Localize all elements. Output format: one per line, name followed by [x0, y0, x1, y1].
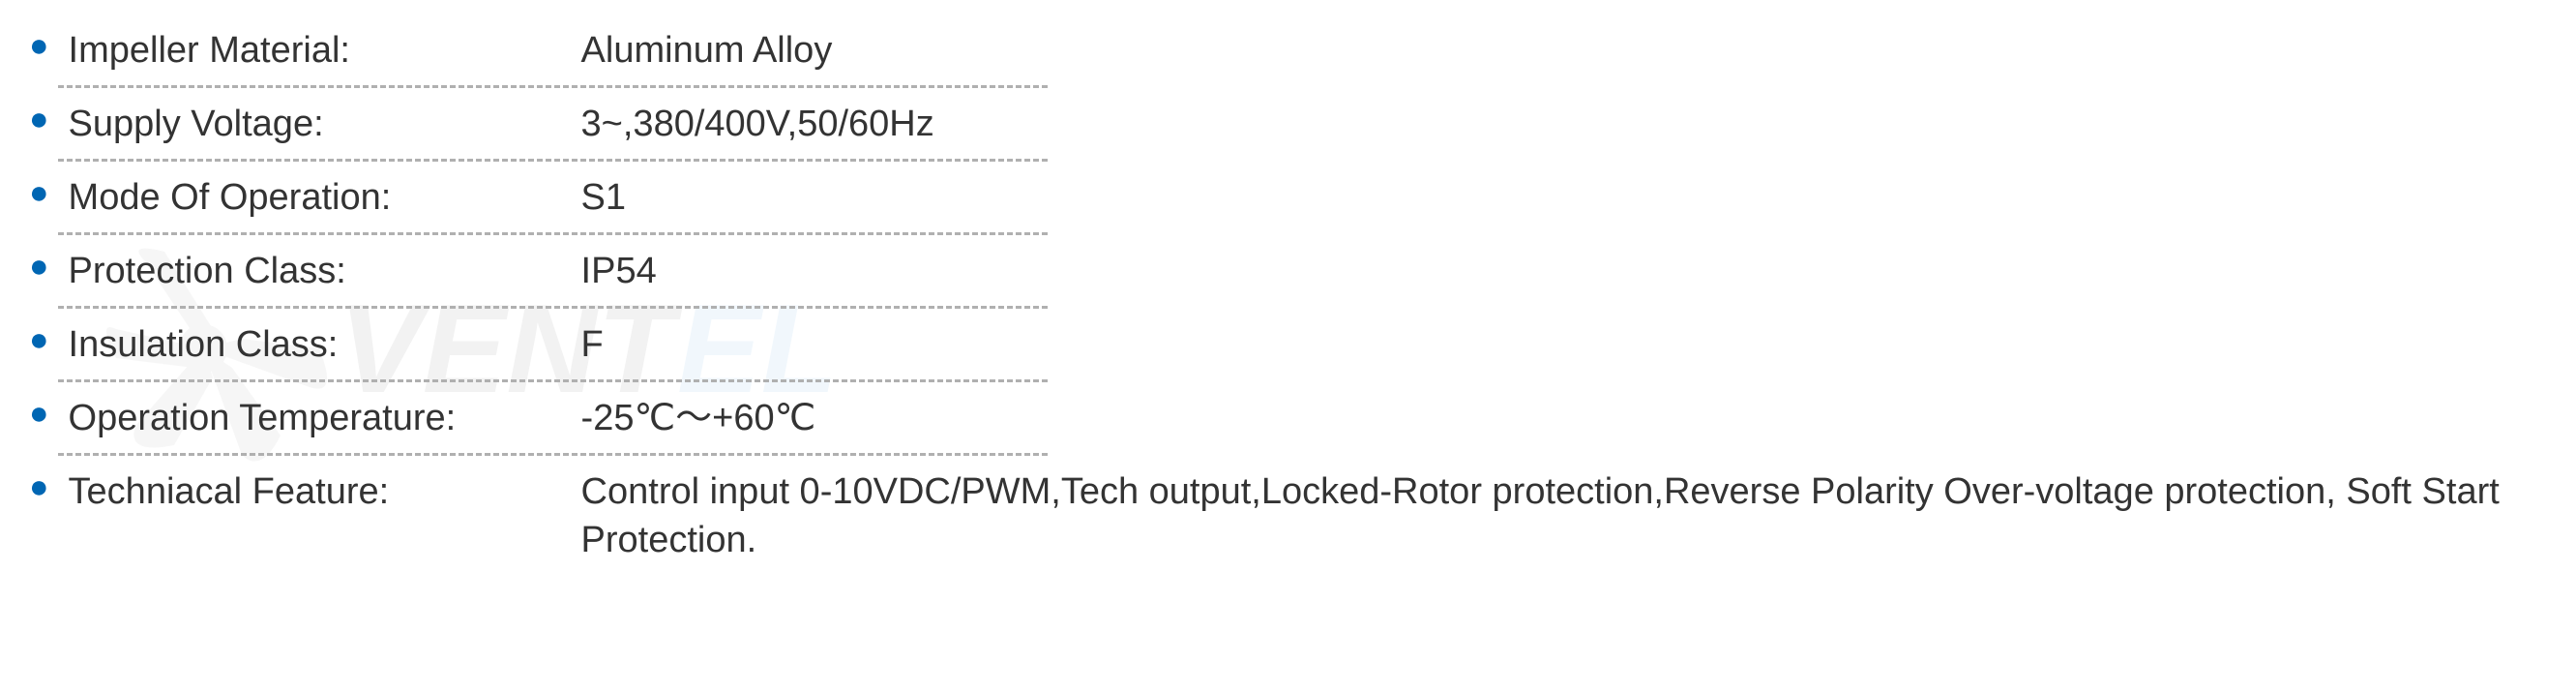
bullet-icon: ●: [29, 247, 49, 286]
spec-label: Supply Voltage:: [69, 100, 581, 148]
bullet-icon: ●: [29, 100, 49, 138]
spec-row-impeller-material: ● Impeller Material: Aluminum Alloy: [29, 15, 2547, 88]
spec-label: Insulation Class:: [69, 320, 581, 369]
bullet-icon: ●: [29, 320, 49, 359]
spec-value: 3~,380/400V,50/60Hz: [581, 100, 2547, 148]
bullet-icon: ●: [29, 394, 49, 433]
spec-label: Protection Class:: [69, 247, 581, 295]
spec-label: Techniacal Feature:: [69, 467, 581, 516]
bullet-icon: ●: [29, 26, 49, 65]
spec-value: Aluminum Alloy: [581, 26, 2547, 75]
spec-value: S1: [581, 173, 2547, 222]
spec-value: -25℃～+60℃: [581, 394, 2547, 442]
spec-row-protection-class: ● Protection Class: IP54: [29, 235, 2547, 309]
spec-row-technical-feature: ● Techniacal Feature: Control input 0-10…: [29, 456, 2547, 578]
spec-value: F: [581, 320, 2547, 369]
bullet-icon: ●: [29, 173, 49, 212]
spec-label: Mode Of Operation:: [69, 173, 581, 222]
bullet-icon: ●: [29, 467, 49, 506]
spec-row-insulation-class: ● Insulation Class: F: [29, 309, 2547, 382]
spec-value: Control input 0-10VDC/PWM,Tech output,Lo…: [581, 467, 2547, 564]
spec-label: Impeller Material:: [69, 26, 581, 75]
spec-value: IP54: [581, 247, 2547, 295]
spec-row-operation-temperature: ● Operation Temperature: -25℃～+60℃: [29, 382, 2547, 456]
spec-label: Operation Temperature:: [69, 394, 581, 442]
spec-row-mode-of-operation: ● Mode Of Operation: S1: [29, 162, 2547, 235]
spec-list: ● Impeller Material: Aluminum Alloy ● Su…: [0, 0, 2576, 592]
spec-row-supply-voltage: ● Supply Voltage: 3~,380/400V,50/60Hz: [29, 88, 2547, 162]
